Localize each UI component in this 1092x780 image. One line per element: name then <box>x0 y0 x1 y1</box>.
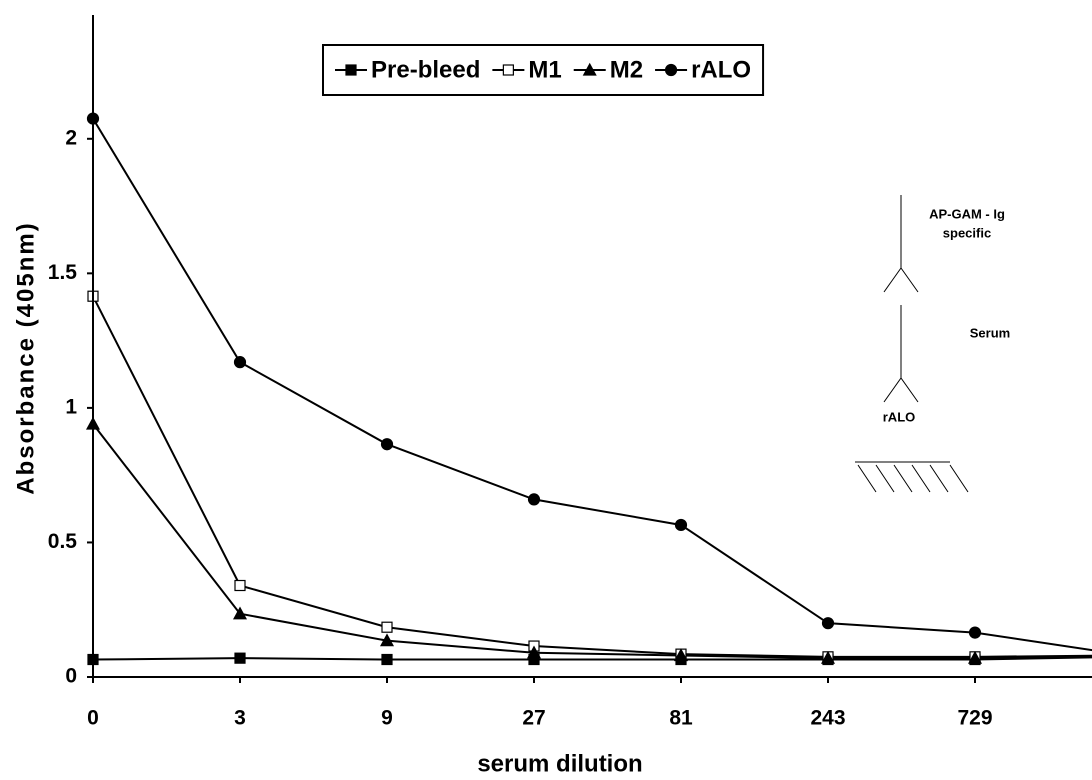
marker <box>967 650 983 664</box>
marker <box>232 606 248 620</box>
marker <box>582 62 597 76</box>
legend-label: M2 <box>610 56 643 83</box>
annotation: rALO <box>883 409 916 424</box>
annotation: Serum <box>970 325 1010 340</box>
x-tick-label: 0 <box>87 707 99 730</box>
marker <box>502 64 514 76</box>
assay-diagram <box>855 195 969 493</box>
series-line <box>92 423 1092 660</box>
x-tick-label: 81 <box>669 707 693 730</box>
legend-box <box>322 44 765 96</box>
series-line <box>92 295 1092 658</box>
marker <box>674 518 688 532</box>
x-tick-label: 729 <box>957 707 992 730</box>
marker <box>379 633 395 647</box>
marker <box>821 617 835 630</box>
x-tick-label: 9 <box>381 707 393 730</box>
marker <box>673 648 689 662</box>
annotation: specific <box>943 225 991 240</box>
series-line <box>92 656 1092 661</box>
marker <box>381 621 393 633</box>
marker <box>664 63 678 77</box>
marker <box>820 650 836 664</box>
y-tick-label: 2 <box>65 126 77 149</box>
x-tick-label: 243 <box>810 707 845 730</box>
marker <box>381 653 393 666</box>
x-tick-label: 27 <box>522 707 545 730</box>
marker <box>345 64 357 76</box>
marker <box>526 645 542 659</box>
x-tick-label: 3 <box>234 707 246 730</box>
marker <box>380 438 394 451</box>
marker <box>234 579 246 592</box>
legend-label: rALO <box>691 56 751 83</box>
y-axis-title: Absorbance (405nm) <box>12 221 39 494</box>
x-axis-title: serum dilution <box>477 750 642 777</box>
y-tick-label: 0.5 <box>48 530 78 553</box>
series-line <box>92 118 1092 652</box>
y-tick-label: 1 <box>65 395 77 418</box>
marker <box>234 652 246 664</box>
marker <box>233 356 247 369</box>
legend-label: M1 <box>528 56 561 83</box>
legend-label: Pre-bleed <box>371 56 480 83</box>
marker <box>968 626 982 639</box>
plot <box>85 112 1092 666</box>
annotation: AP-GAM - Ig <box>929 206 1005 221</box>
marker <box>527 493 541 506</box>
y-tick-label: 0 <box>65 665 77 688</box>
y-tick-label: 1.5 <box>48 261 78 284</box>
